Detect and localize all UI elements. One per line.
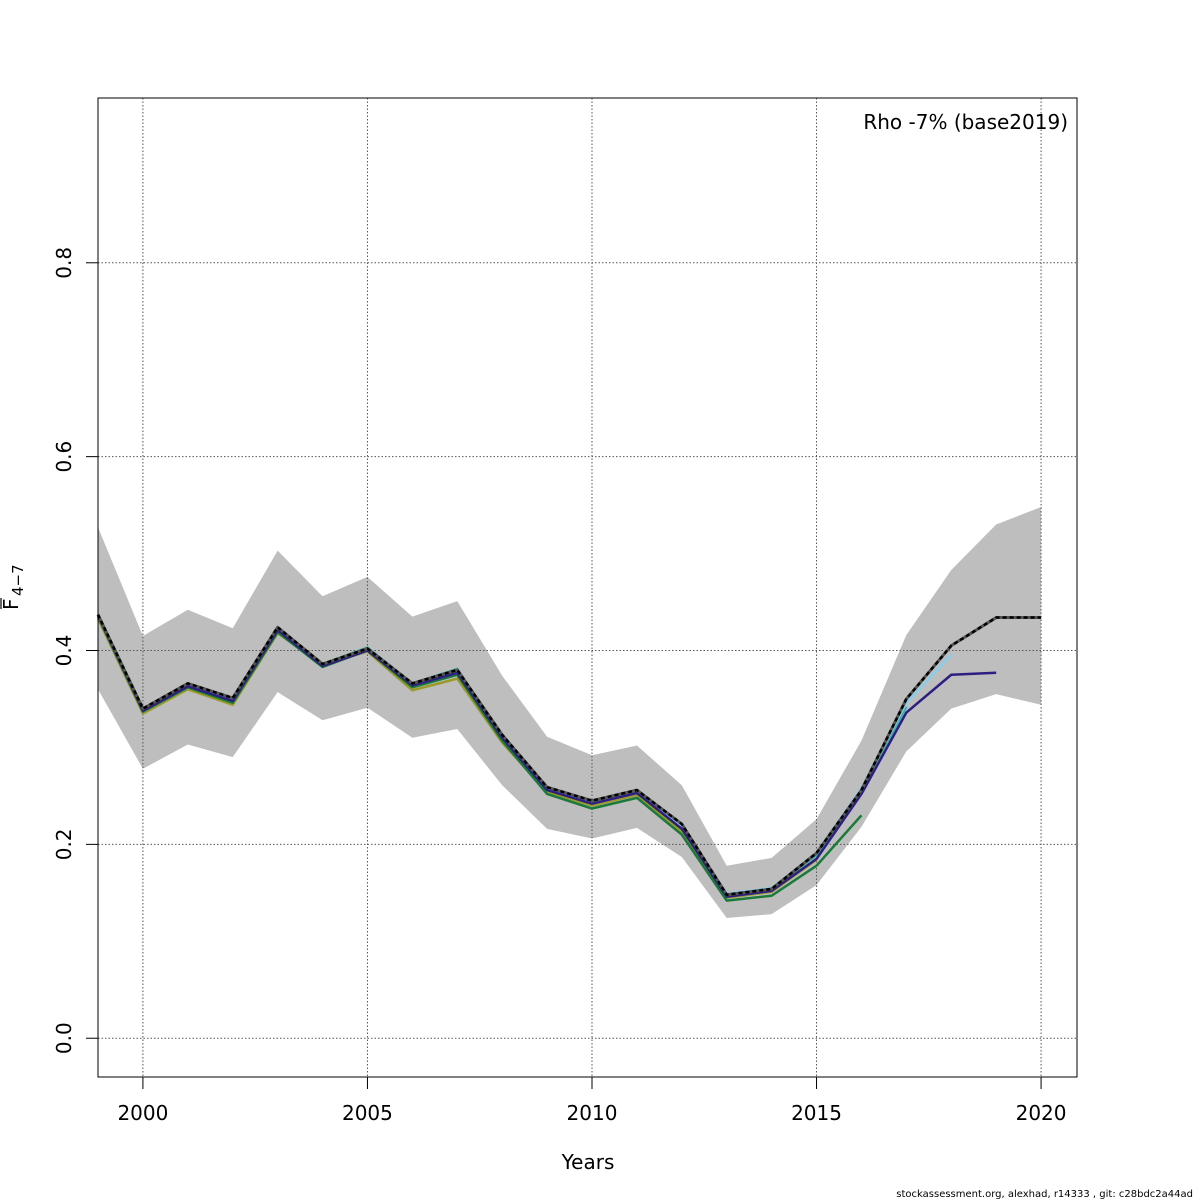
y-tick-label: 0.0 [52, 1022, 76, 1054]
y-axis-title-subscript: 4−7 [9, 564, 27, 596]
series-line-2020 [96, 614, 1042, 897]
y-axis: 0.0 0.2 0.4 0.6 0.8 [52, 247, 98, 1054]
series-line-2016 [96, 616, 863, 902]
y-axis-title: F 4−7 [0, 564, 27, 610]
x-tick-label: 2015 [791, 1101, 842, 1125]
x-tick-label: 2005 [342, 1101, 393, 1125]
x-tick-label: 2010 [567, 1101, 618, 1125]
x-axis: 2000 2005 2010 2015 2020 [117, 1077, 1067, 1125]
series-layer [96, 613, 1042, 902]
y-tick-label: 0.2 [52, 828, 76, 860]
x-axis-title: Years [561, 1150, 615, 1174]
plot-frame [97, 97, 1078, 1078]
series-2019 [96, 615, 997, 898]
y-tick-label: 0.8 [52, 247, 76, 279]
annotation-label: Rho -7% (base2019) [863, 110, 1068, 134]
x-tick-label: 2000 [117, 1101, 168, 1125]
series-2020 [96, 613, 1042, 897]
x-tick-label: 2020 [1016, 1101, 1067, 1125]
y-axis-title-main: F [0, 598, 23, 610]
confidence-band [98, 507, 1042, 919]
y-tick-label: 0.4 [52, 635, 76, 667]
grid-layer [98, 98, 1077, 1077]
footer-credit: stockassessment.org, alexhad, r14333 , g… [896, 1189, 1193, 1200]
y-tick-label: 0.6 [52, 441, 76, 473]
confidence-band-layer [98, 507, 1042, 919]
